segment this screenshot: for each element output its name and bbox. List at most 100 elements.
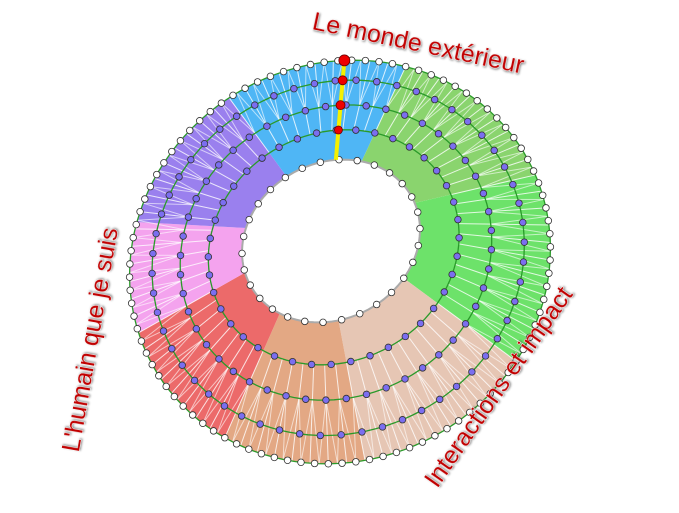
node <box>279 67 288 76</box>
node <box>126 286 134 294</box>
spoke <box>144 299 217 350</box>
spoke <box>461 123 504 156</box>
spoke <box>443 100 478 138</box>
node <box>524 155 532 164</box>
node <box>543 282 551 291</box>
node <box>429 304 438 313</box>
spoke <box>129 260 209 283</box>
sector <box>338 278 517 461</box>
node <box>454 417 463 425</box>
node <box>298 164 306 173</box>
spoke <box>154 178 225 202</box>
node <box>327 360 335 369</box>
node <box>301 107 310 115</box>
spoke <box>314 63 322 133</box>
spoke <box>146 194 220 211</box>
spoke <box>387 347 436 436</box>
node <box>439 76 448 84</box>
spoke <box>423 319 494 391</box>
spoke <box>404 378 444 432</box>
node <box>127 299 136 307</box>
spoke <box>135 293 184 325</box>
node <box>434 130 443 138</box>
node <box>385 169 394 177</box>
spoke <box>428 117 498 163</box>
node <box>132 220 140 229</box>
node <box>186 126 194 135</box>
spoke <box>335 363 348 463</box>
node <box>176 270 185 279</box>
node <box>384 343 393 352</box>
node <box>511 297 519 306</box>
node <box>179 232 187 240</box>
spoke <box>339 399 357 462</box>
spoke <box>452 111 491 147</box>
node <box>175 173 183 181</box>
spoke <box>252 83 268 127</box>
node <box>520 238 529 246</box>
node <box>165 191 173 199</box>
spoke <box>472 311 530 338</box>
node <box>148 269 156 278</box>
node <box>283 456 292 464</box>
node <box>302 395 310 403</box>
spoke <box>438 354 488 398</box>
node <box>142 349 151 357</box>
spoke <box>415 327 481 404</box>
spoke <box>138 290 214 334</box>
node <box>199 419 207 427</box>
highlight-node <box>334 125 343 135</box>
node <box>379 452 387 461</box>
node <box>353 156 361 165</box>
spoke <box>485 182 539 200</box>
node <box>412 87 420 96</box>
node <box>188 411 197 419</box>
spoke <box>377 352 419 445</box>
node <box>146 182 155 191</box>
node <box>337 431 345 439</box>
node <box>416 319 425 328</box>
node <box>196 117 204 125</box>
node <box>307 360 316 369</box>
spoke <box>475 166 532 177</box>
node <box>310 459 319 468</box>
spoke <box>273 361 294 458</box>
node <box>546 256 554 264</box>
node <box>462 89 471 97</box>
spoke <box>244 87 280 148</box>
node <box>283 313 292 321</box>
node <box>331 77 339 85</box>
spoke <box>180 140 224 161</box>
spoke <box>248 387 262 450</box>
node <box>352 458 360 466</box>
node <box>149 249 157 258</box>
node <box>490 146 498 155</box>
spoke <box>447 283 534 330</box>
spoke <box>410 74 432 118</box>
node <box>301 317 309 326</box>
node <box>440 288 448 296</box>
node <box>179 402 187 410</box>
node <box>245 133 253 141</box>
spoke <box>458 243 551 261</box>
spoke <box>142 202 189 218</box>
spoke <box>265 395 287 456</box>
spoke <box>130 270 210 300</box>
spoke <box>265 392 274 456</box>
node <box>202 340 211 349</box>
node <box>449 336 457 344</box>
spoke <box>256 358 283 453</box>
node <box>449 142 457 150</box>
node <box>275 426 284 434</box>
spoke <box>345 362 366 461</box>
node <box>320 58 328 66</box>
node <box>176 251 185 260</box>
spoke <box>228 97 270 154</box>
node <box>230 182 238 190</box>
node <box>229 91 237 100</box>
node <box>536 308 544 317</box>
node <box>431 432 439 440</box>
spoke <box>232 387 262 443</box>
node <box>245 215 253 224</box>
